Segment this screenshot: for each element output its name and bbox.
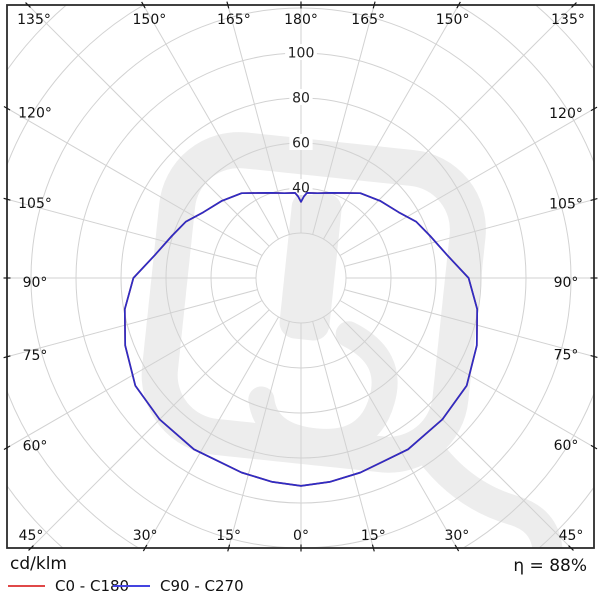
legend-item-c90-c270: C90 - C270 xyxy=(113,576,244,596)
angle-label-150-left: 150° xyxy=(133,12,167,28)
angle-label-15-left: 15° xyxy=(216,528,241,544)
angle-label-120-right: 120° xyxy=(549,106,583,122)
angle-labels: 0° 15° 15° 30° 30° 45° 45° 60° 60° 75° 75° 90° 90° 10… xyxy=(17,12,585,544)
ring-label-100: 100 xyxy=(288,46,315,62)
angle-label-90-left: 90° xyxy=(23,275,48,291)
ring-label-80: 80 xyxy=(292,91,310,107)
watermark-logo xyxy=(141,132,563,548)
angle-label-30-right: 30° xyxy=(444,528,469,544)
legend-line-red xyxy=(8,585,45,587)
frame-ticks xyxy=(3,1,598,552)
angle-label-75-right: 75° xyxy=(554,348,579,364)
angle-label-105-left: 105° xyxy=(18,196,52,212)
angle-label-30-left: 30° xyxy=(133,528,158,544)
angle-label-120-left: 120° xyxy=(18,105,52,121)
angle-label-75-left: 75° xyxy=(23,348,48,364)
angle-label-165-right: 165° xyxy=(351,12,385,28)
angle-label-0: 0° xyxy=(293,528,309,544)
ring-label-60: 60 xyxy=(292,136,310,152)
chart-legend: cd/klm η = 88% C0 - C180 C90 - C270 xyxy=(0,548,600,600)
angle-label-105-right: 105° xyxy=(549,196,583,212)
legend-line-blue xyxy=(113,585,150,587)
angle-label-135-right: 135° xyxy=(551,12,585,28)
ring-label-40: 40 xyxy=(292,181,310,197)
angle-label-90-right: 90° xyxy=(554,275,579,291)
curve-c90-c270 xyxy=(123,192,479,487)
angle-label-180: 180° xyxy=(284,12,318,28)
legend-label-c90-c270: C90 - C270 xyxy=(160,577,244,595)
angle-label-45-right: 45° xyxy=(559,528,584,544)
angle-label-150-right: 150° xyxy=(436,12,470,28)
angle-label-60-left: 60° xyxy=(23,439,48,455)
legend-row: C0 - C180 C90 - C270 xyxy=(0,576,600,596)
efficiency-value: η = 88% xyxy=(513,556,587,576)
angle-label-15-right: 15° xyxy=(361,528,386,544)
legend-label-c0-c180: C0 - C180 xyxy=(55,577,130,595)
units-label: cd/klm xyxy=(10,554,67,574)
ring-value-labels: 40 60 80 100 xyxy=(285,44,317,197)
angle-label-60-right: 60° xyxy=(554,438,579,454)
angle-label-165-left: 165° xyxy=(217,12,251,28)
angle-label-135-left: 135° xyxy=(17,12,51,28)
legend-item-c0-c180: C0 - C180 xyxy=(8,576,129,596)
angle-label-45-left: 45° xyxy=(19,528,44,544)
